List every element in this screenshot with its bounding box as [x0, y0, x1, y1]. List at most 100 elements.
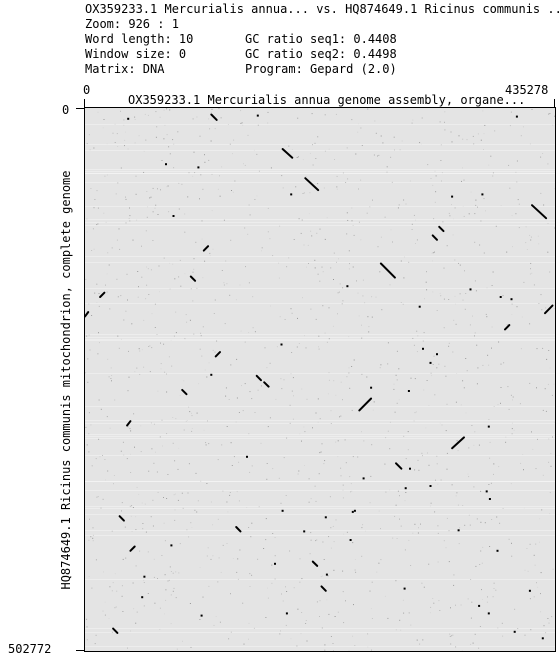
noise-pixel: [214, 351, 216, 353]
noise-pixel: [430, 372, 432, 374]
noise-band: [85, 406, 555, 407]
alignment-dot: [165, 163, 167, 166]
noise-pixel: [405, 458, 407, 460]
noise-pixel: [227, 511, 229, 513]
noise-pixel: [266, 478, 268, 480]
noise-pixel: [251, 398, 253, 400]
noise-pixel: [350, 491, 351, 493]
noise-pixel: [106, 273, 108, 275]
noise-pixel: [204, 154, 205, 156]
noise-pixel: [324, 649, 326, 651]
noise-pixel: [301, 388, 303, 390]
noise-pixel: [86, 444, 88, 446]
noise-pixel: [260, 385, 262, 387]
noise-pixel: [156, 334, 158, 335]
noise-pixel: [439, 422, 441, 424]
noise-pixel: [421, 117, 423, 119]
noise-pixel: [117, 146, 119, 147]
noise-pixel: [113, 483, 114, 485]
noise-pixel: [211, 210, 213, 212]
noise-pixel: [128, 350, 129, 352]
noise-pixel: [443, 327, 445, 329]
noise-pixel: [207, 420, 208, 422]
noise-pixel: [371, 649, 372, 651]
noise-pixel: [352, 225, 354, 226]
noise-pixel: [96, 301, 98, 303]
noise-pixel: [437, 483, 439, 485]
noise-pixel: [362, 279, 364, 281]
noise-pixel: [214, 128, 216, 130]
noise-pixel: [330, 636, 332, 637]
noise-pixel: [470, 643, 472, 645]
noise-pixel: [97, 207, 99, 209]
noise-pixel: [477, 206, 478, 208]
noise-pixel: [506, 324, 508, 326]
noise-pixel: [155, 451, 156, 453]
noise-pixel: [553, 383, 555, 385]
noise-pixel: [169, 288, 171, 290]
noise-pixel: [435, 191, 437, 193]
noise-pixel: [386, 171, 388, 173]
noise-pixel: [127, 148, 129, 150]
noise-pixel: [230, 631, 232, 633]
noise-pixel: [159, 607, 161, 609]
noise-pixel: [327, 575, 329, 577]
noise-pixel: [547, 618, 549, 619]
window-size-value: Window size: 0: [85, 47, 187, 61]
noise-pixel: [155, 204, 157, 206]
noise-pixel: [85, 426, 87, 428]
noise-pixel: [543, 625, 545, 627]
noise-band: [85, 169, 555, 170]
noise-pixel: [492, 175, 494, 177]
noise-pixel: [330, 547, 332, 549]
noise-pixel: [478, 647, 480, 649]
noise-pixel: [539, 518, 541, 520]
noise-pixel: [426, 289, 428, 291]
noise-pixel: [131, 323, 133, 325]
noise-pixel: [310, 498, 312, 500]
noise-pixel: [143, 319, 145, 321]
noise-pixel: [411, 122, 413, 124]
noise-pixel: [317, 398, 319, 400]
alignment-dot: [170, 544, 173, 547]
noise-pixel: [429, 612, 431, 614]
noise-pixel: [342, 497, 344, 499]
noise-pixel: [351, 490, 353, 492]
noise-pixel: [193, 151, 195, 153]
noise-pixel: [391, 181, 393, 183]
noise-pixel: [151, 448, 153, 450]
noise-pixel: [125, 196, 126, 198]
noise-pixel: [433, 602, 435, 604]
noise-pixel: [126, 273, 128, 275]
noise-pixel: [102, 610, 104, 612]
noise-pixel: [483, 149, 484, 150]
y-axis-start-tick: [76, 108, 84, 109]
noise-pixel: [169, 153, 171, 155]
noise-pixel: [394, 411, 396, 413]
noise-pixel: [128, 218, 130, 220]
noise-pixel: [351, 409, 353, 411]
noise-pixel: [129, 220, 131, 222]
x-axis-start-label: 0: [83, 83, 91, 97]
noise-pixel: [197, 500, 199, 502]
noise-pixel: [149, 197, 151, 199]
noise-pixel: [422, 340, 424, 342]
alignment-dot: [451, 195, 454, 198]
noise-pixel: [225, 387, 227, 389]
noise-pixel: [173, 167, 175, 169]
noise-pixel: [102, 498, 104, 500]
noise-pixel: [407, 431, 409, 433]
noise-pixel: [491, 285, 493, 286]
noise-pixel: [86, 618, 88, 620]
noise-pixel: [344, 439, 346, 441]
noise-pixel: [147, 114, 149, 116]
alignment-dot: [285, 612, 288, 615]
noise-pixel: [493, 588, 495, 589]
dotplot-area[interactable]: [84, 107, 556, 652]
noise-pixel: [251, 522, 253, 524]
noise-pixel: [214, 299, 216, 301]
noise-pixel: [371, 618, 373, 619]
noise-pixel: [429, 505, 431, 507]
noise-pixel: [120, 450, 122, 452]
noise-pixel: [166, 186, 168, 188]
